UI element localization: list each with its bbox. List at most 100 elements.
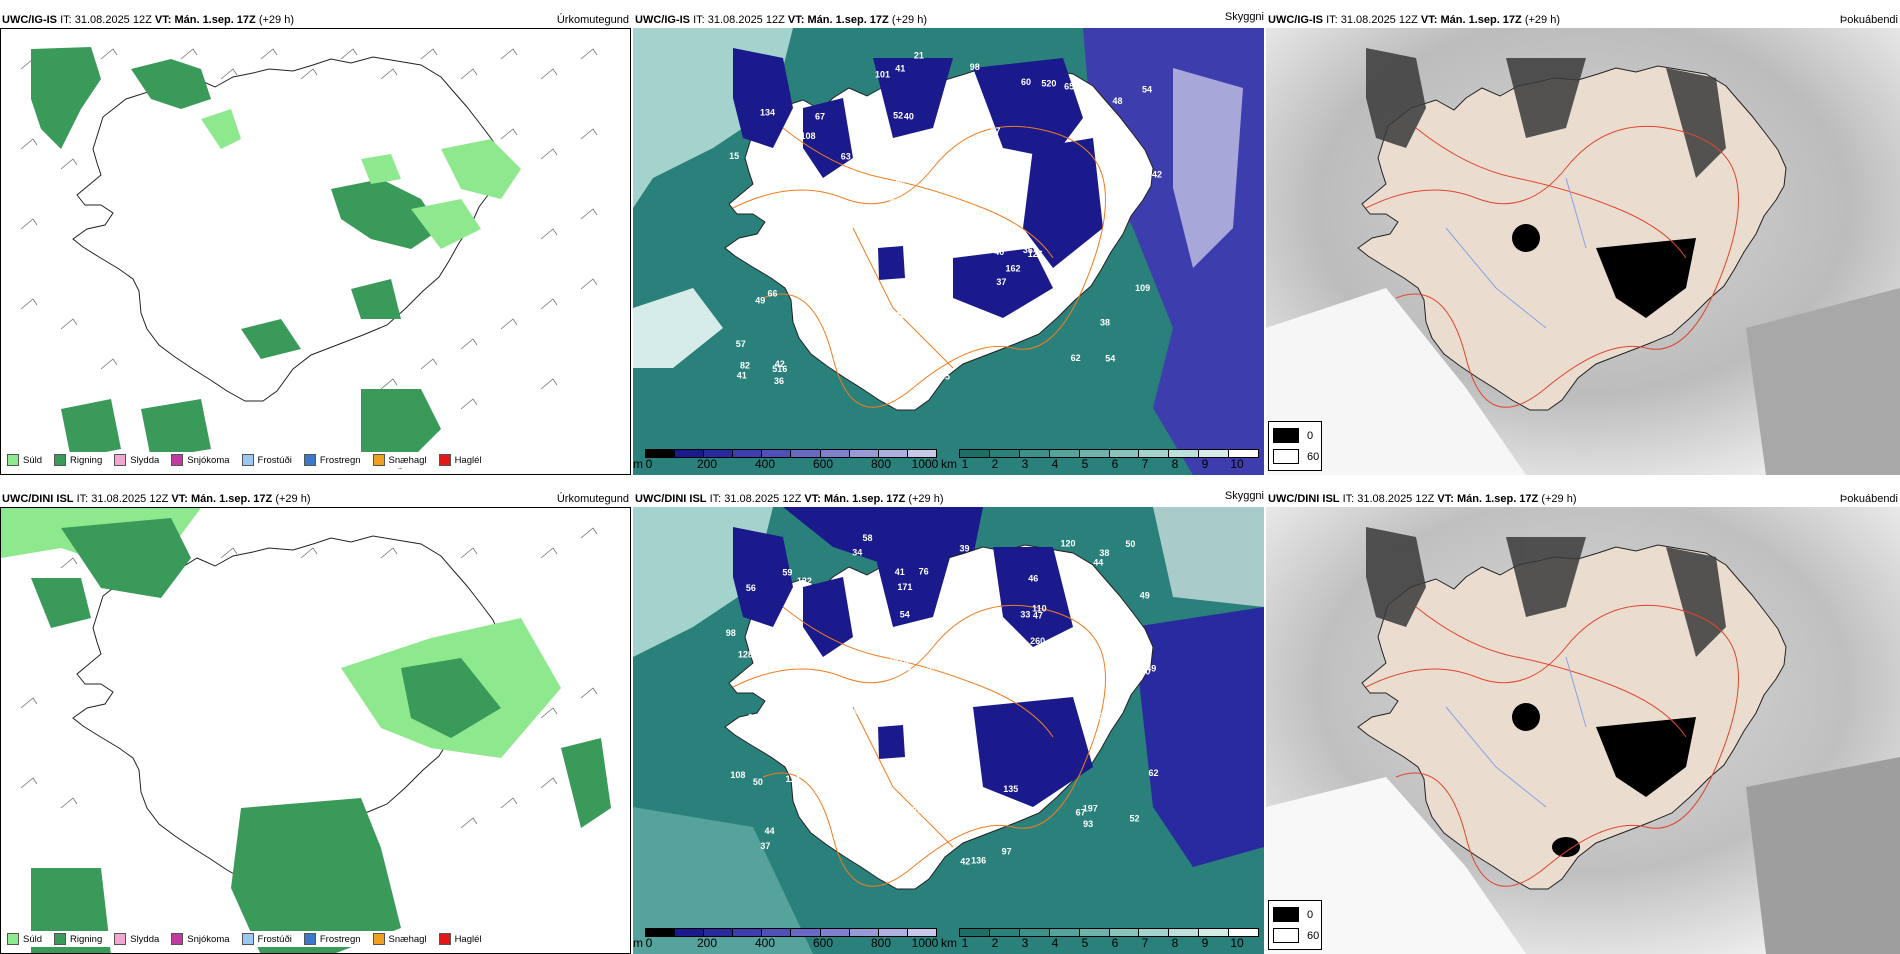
ceiling-value-label: 55 (792, 647, 802, 657)
legend-item: Frostúði (241, 454, 292, 466)
ceiling-bin (762, 450, 792, 457)
ceiling-value-label: 38 (1099, 548, 1109, 558)
ceiling-tick: 1000 (911, 936, 939, 950)
ceiling-value-label: 43 (859, 857, 869, 867)
map-fog[interactable]: 0 60 (1266, 28, 1900, 475)
ceiling-value-label: 114 (786, 774, 801, 784)
it-value: 31.08.2025 12Z (707, 14, 785, 26)
map-fog[interactable]: 0 60 (1266, 507, 1900, 954)
ceiling-value-label: 7 (847, 341, 852, 351)
legend-swatch (438, 454, 451, 466)
it-value: 31.08.2025 12Z (1340, 14, 1418, 26)
ceiling-value-label: 97 (1002, 847, 1012, 857)
panel-fog-dini: UWC/DINI ISL IT: 31.08.2025 12Z VT: Mán.… (1266, 491, 1900, 954)
map-precip-type[interactable]: Súld Rigning Slydda Snjókoma Frostúði Fr… (0, 28, 631, 475)
panel-precip-type-dini: UWC/DINI ISL IT: 31.08.2025 12Z VT: Mán.… (0, 491, 631, 954)
visibility-tick: 2 (991, 936, 999, 950)
ceiling-tick: 800 (870, 936, 892, 950)
ceiling-value-label: 88 (961, 166, 971, 176)
visibility-bin (1079, 450, 1110, 457)
ceiling-value-label: 134 (760, 107, 775, 117)
legend-swatch (303, 933, 316, 945)
visibility-bin (1049, 929, 1080, 936)
model-name: UWC/IG-IS (1268, 14, 1323, 26)
ceiling-value-label: 48 (1113, 96, 1123, 106)
ceiling-value-label: 108 (801, 131, 816, 141)
visibility-tick: 9 (1201, 457, 1209, 471)
ceiling-tick: 200 (696, 936, 718, 950)
ceiling-value-label: 110 (1032, 603, 1047, 613)
ceiling-value-label: 146 (767, 692, 782, 702)
ceiling-value-label: 62 (882, 215, 892, 225)
lead-time: (+29 h) (908, 493, 944, 505)
ceiling-value-label: 171 (897, 582, 912, 592)
ceiling-tick: 400 (754, 457, 776, 471)
ceiling-value-label: 63 (841, 152, 851, 162)
fog-label: 0 (1307, 429, 1314, 442)
ceiling-value-label: 122 (797, 576, 812, 586)
model-name: UWC/DINI ISL (2, 493, 74, 505)
visibility-bin (1079, 929, 1110, 936)
vt-value: Mán. 1.sep. 17Z (1440, 14, 1522, 26)
ceiling-tick: 1000 (911, 457, 939, 471)
ceiling-unit: m (633, 936, 643, 950)
ceiling-value-label: 73 (902, 706, 912, 716)
panel-fog-ig: UWC/IG-IS IT: 31.08.2025 12Z VT: Mán. 1.… (1266, 12, 1900, 475)
ceiling-value-label: 98 (970, 62, 980, 72)
ceiling-value-label: 48 (783, 698, 793, 708)
ceiling-value-label: 41 (895, 567, 905, 577)
ceiling-value-label: 37 (996, 277, 1006, 287)
ceiling-value-label: 33 (1020, 609, 1030, 619)
visibility-bin (1229, 450, 1259, 457)
ceiling-tick: 400 (754, 936, 776, 950)
visibility-tick: 10 (1230, 936, 1244, 950)
ceiling-value-label: 93 (890, 197, 900, 207)
ceiling-value-label: 90 (758, 643, 768, 653)
ceiling-tick: 0 (645, 936, 653, 950)
product-name: Skyggni (1224, 11, 1264, 23)
ceiling-value-label: 52 (893, 110, 903, 120)
visibility-bin (1109, 450, 1140, 457)
legend-item: Rigning (54, 454, 102, 466)
visibility-bin (960, 450, 990, 457)
ceiling-value-label: 126 (1028, 249, 1043, 259)
ceiling-value-label: 36 (774, 376, 784, 386)
ceiling-value-label: 60 (956, 653, 966, 663)
ceiling-bin (791, 929, 821, 936)
ceiling-value-label: 67 (850, 779, 860, 789)
ceiling-value-label: 180 (950, 701, 965, 711)
ceiling-bin (849, 450, 879, 457)
ceiling-value-label: 54 (1105, 354, 1115, 364)
ceiling-value-label: 36 (1112, 141, 1122, 151)
panel-header: UWC/IG-IS IT: 31.08.2025 12Z VT: Mán. 1.… (1266, 12, 1900, 28)
fog-label: 60 (1307, 450, 1320, 463)
ceiling-value-label: 41 (895, 63, 905, 73)
ceiling-value-label: 53 (968, 604, 978, 614)
ceiling-value-label: 35 (903, 640, 913, 650)
legend-swatch (7, 454, 19, 466)
it-value: 31.08.2025 12Z (74, 14, 152, 26)
ceiling-bin (704, 929, 734, 936)
visibility-tick: 4 (1051, 457, 1059, 471)
ceiling-value-label: 53 (924, 842, 934, 852)
legend-swatch (7, 933, 19, 945)
ceiling-value-label: 50 (955, 721, 965, 731)
it-label: IT: (1326, 14, 1338, 26)
visibility-bin (989, 450, 1020, 457)
ceiling-value-label: 32 (800, 308, 810, 318)
ceiling-tick: 800 (870, 457, 892, 471)
ceiling-value-label: 44 (853, 149, 863, 159)
legend-item: Súld (7, 933, 42, 945)
ceiling-value-label: 45 (1084, 679, 1094, 689)
visibility-tick: 6 (1111, 936, 1119, 950)
ceiling-value-label: 52 (1130, 813, 1140, 823)
legend-swatch (438, 933, 451, 945)
ceiling-value-label: 101 (875, 70, 890, 80)
ceiling-colorbar: m 0 200 400 600 800 1000 (633, 449, 939, 473)
map-visibility[interactable]: 54 45 48 62 67 42 52 58 66 44 57 34 40 88 126 134 41 42 40… (633, 28, 1264, 475)
ceiling-bin (762, 929, 792, 936)
ceiling-value-label: 39 (960, 543, 970, 553)
map-precip-type[interactable]: Súld Rigning Slydda Snjókoma Frostúði Fr… (0, 507, 631, 954)
visibility-tick: 1 (961, 457, 969, 471)
map-visibility[interactable]: 58 46 30 73 50 51 56 33 66 53 40 37 34 47 42 136 120 120 1… (633, 507, 1264, 954)
